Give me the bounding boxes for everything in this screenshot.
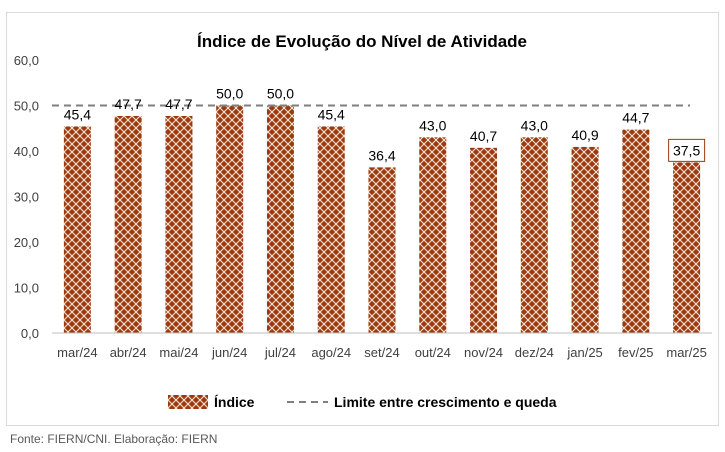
x-tick-label: abr/24 bbox=[110, 345, 147, 360]
bar bbox=[470, 147, 498, 333]
y-tick-label: 60,0 bbox=[14, 53, 39, 68]
bar bbox=[266, 105, 294, 333]
x-tick-label: nov/24 bbox=[464, 345, 503, 360]
x-tick-label: mai/24 bbox=[159, 345, 198, 360]
bar bbox=[165, 115, 193, 333]
value-label: 47,7 bbox=[115, 96, 142, 112]
y-tick-label: 0,0 bbox=[21, 326, 39, 341]
y-tick-label: 50,0 bbox=[14, 99, 39, 114]
bar bbox=[317, 126, 345, 334]
value-label: 37,5 bbox=[673, 142, 700, 158]
x-tick-label: jun/24 bbox=[211, 345, 247, 360]
highlight-label-box bbox=[668, 138, 706, 162]
x-tick-label: fev/25 bbox=[618, 345, 653, 360]
bar bbox=[622, 129, 650, 333]
chart-title: Índice de Evolução do Nível de Atividade bbox=[197, 32, 527, 51]
value-label: 40,7 bbox=[470, 128, 497, 144]
y-tick-label: 10,0 bbox=[14, 281, 39, 296]
x-axis: mar/24 abr/24 mai/24 jun/24 jul/24 ago/24 set/… bbox=[52, 332, 712, 360]
legend: Índice Limite entre crescimento e queda bbox=[168, 394, 557, 410]
value-label: 36,4 bbox=[368, 147, 395, 163]
legend-label-reference: Limite entre crescimento e queda bbox=[334, 394, 557, 410]
value-label: 43,0 bbox=[419, 117, 446, 133]
y-tick-label: 20,0 bbox=[14, 235, 39, 250]
x-tick-label: ago/24 bbox=[311, 345, 351, 360]
y-tick-label: 30,0 bbox=[14, 190, 39, 205]
bar bbox=[571, 146, 599, 333]
value-label: 40,9 bbox=[571, 127, 598, 143]
value-label: 44,7 bbox=[622, 110, 649, 126]
source-note: Fonte: FIERN/CNI. Elaboração: FIERN bbox=[10, 432, 218, 446]
value-labels: 45,4 47,7 47,7 50,0 50,0 45,4 36,4 43,0 40,7 43,0… bbox=[64, 86, 706, 163]
chart-frame bbox=[6, 12, 719, 426]
value-label: 50,0 bbox=[216, 86, 243, 102]
legend-label-indice: Índice bbox=[214, 394, 255, 410]
value-label: 47,7 bbox=[165, 96, 192, 112]
value-label: 50,0 bbox=[267, 86, 294, 102]
value-label: 45,4 bbox=[318, 106, 345, 122]
legend-swatch-indice bbox=[168, 395, 208, 409]
bar bbox=[419, 137, 447, 333]
bar bbox=[63, 126, 91, 334]
value-label: 43,0 bbox=[521, 117, 548, 133]
x-tick-label: jul/24 bbox=[264, 345, 296, 360]
bar bbox=[114, 115, 142, 333]
bar bbox=[368, 167, 396, 333]
y-axis: 0,0 10,0 20,0 30,0 40,0 50,0 60,0 bbox=[14, 53, 39, 341]
bar bbox=[520, 137, 548, 333]
x-tick-label: set/24 bbox=[364, 345, 399, 360]
bar bbox=[216, 105, 244, 333]
x-tick-label: mar/25 bbox=[666, 345, 706, 360]
value-label: 45,4 bbox=[64, 106, 91, 122]
y-tick-label: 40,0 bbox=[14, 144, 39, 159]
x-tick-label: mar/24 bbox=[57, 345, 97, 360]
x-tick-label: out/24 bbox=[415, 345, 451, 360]
bars bbox=[63, 105, 701, 334]
bar bbox=[673, 162, 701, 333]
x-tick-label: dez/24 bbox=[515, 345, 554, 360]
x-tick-label: jan/25 bbox=[566, 345, 602, 360]
